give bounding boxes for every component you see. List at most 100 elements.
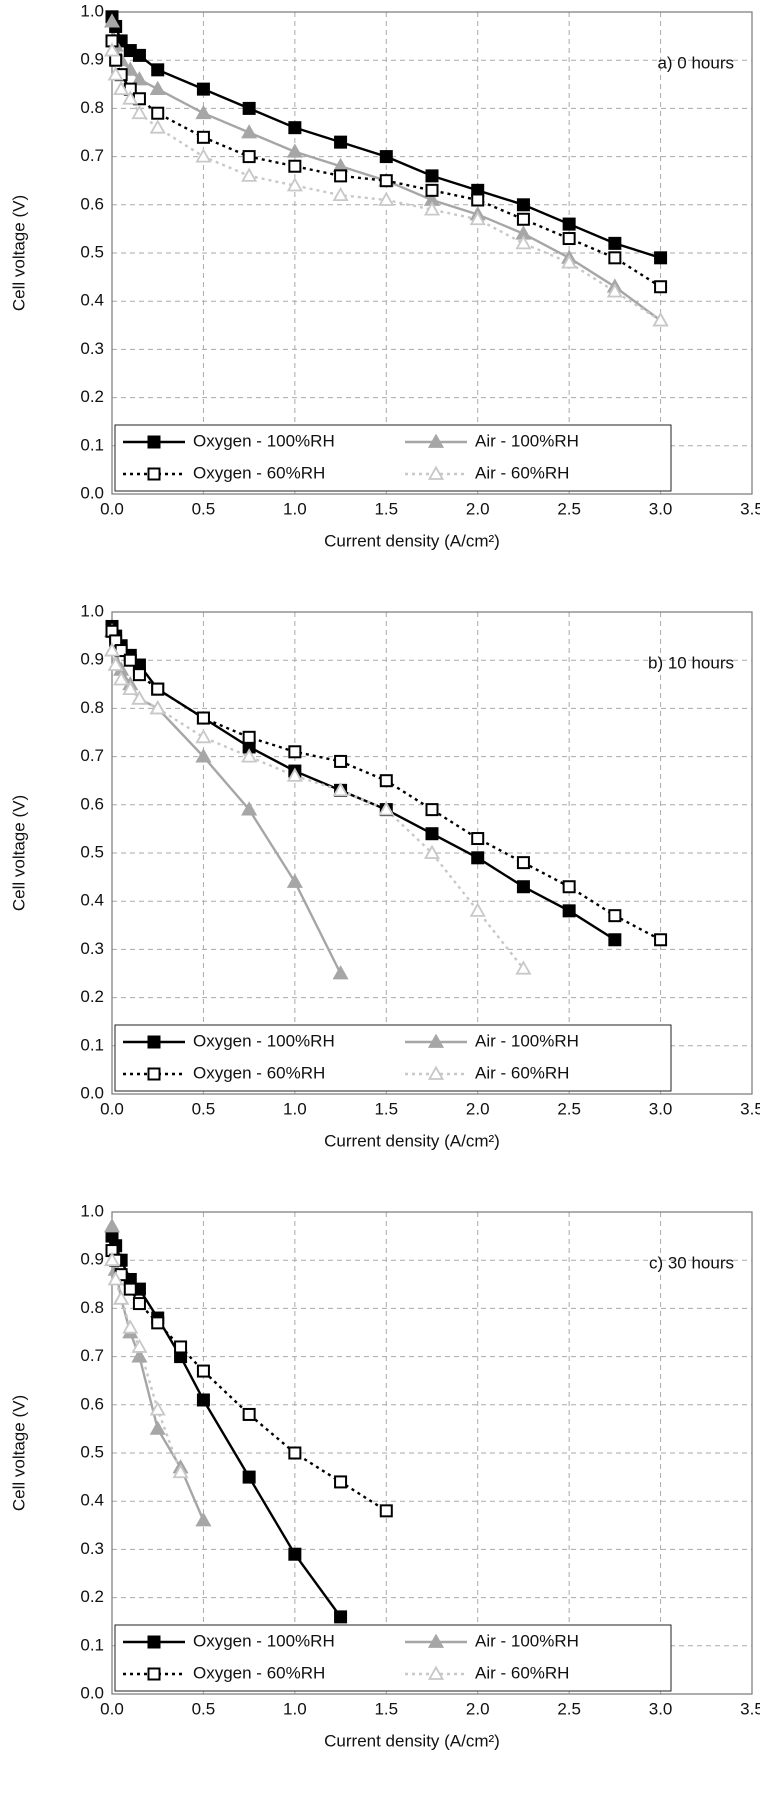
x-tick-label: 2.5: [557, 499, 581, 518]
marker: [288, 1446, 302, 1460]
marker: [103, 1218, 121, 1233]
marker: [334, 135, 348, 149]
x-tick-label: 0.5: [192, 1099, 216, 1118]
marker: [423, 844, 441, 859]
legend-label: Air - 100%RH: [475, 1031, 579, 1050]
marker: [608, 933, 622, 947]
annotation: c) 30 hours: [649, 1253, 734, 1272]
x-tick-label: 1.5: [374, 1099, 398, 1118]
marker: [147, 467, 161, 481]
marker: [286, 177, 303, 192]
marker: [562, 880, 576, 894]
y-tick-label: 0.0: [80, 483, 104, 502]
marker: [123, 1282, 137, 1296]
marker: [606, 283, 623, 298]
y-tick-label: 0.3: [80, 339, 104, 358]
y-tick-label: 0.1: [80, 435, 104, 454]
marker: [471, 193, 485, 207]
marker: [288, 121, 302, 135]
series-line: [110, 650, 525, 970]
marker: [608, 909, 622, 923]
y-tick-label: 0.8: [80, 1298, 104, 1317]
y-tick-label: 0.7: [80, 1346, 104, 1365]
x-tick-label: 2.0: [466, 499, 490, 518]
y-tick-label: 0.6: [80, 794, 104, 813]
y-tick-label: 0.8: [80, 698, 104, 717]
annotation: b) 10 hours: [648, 653, 734, 672]
marker: [286, 873, 303, 888]
marker: [151, 1316, 165, 1330]
x-tick-label: 3.0: [649, 1699, 673, 1718]
legend: Oxygen - 100%RH Air - 100%RH Oxygen - 60%R…: [114, 1624, 672, 1692]
chart-panel: 0.0 0.1 0.2 0.3 0.4 0.5 0.6 0.7 0.8 0.9 1.0 0.0 0.5 1…: [9, 1201, 760, 1750]
x-tick-label: 1.5: [374, 499, 398, 518]
marker: [103, 642, 121, 657]
y-tick-label: 0.3: [80, 939, 104, 958]
marker: [149, 700, 166, 715]
y-tick-label: 0.6: [80, 194, 104, 213]
marker: [113, 671, 130, 686]
marker: [652, 312, 669, 327]
marker: [379, 150, 393, 164]
marker: [334, 754, 348, 768]
x-tick-label: 2.0: [466, 1099, 490, 1118]
marker: [196, 82, 210, 96]
marker: [149, 1420, 166, 1435]
marker: [334, 1475, 348, 1489]
marker: [288, 745, 302, 759]
x-tick-label: 3.0: [649, 1099, 673, 1118]
marker: [241, 124, 258, 139]
legend-label: Air - 100%RH: [475, 1631, 579, 1650]
legend: Oxygen - 100%RH Air - 100%RH Oxygen - 60%R…: [114, 424, 672, 492]
marker: [332, 186, 349, 202]
legend-label: Air - 60%RH: [475, 1063, 569, 1082]
y-tick-label: 0.9: [80, 1250, 104, 1269]
marker: [427, 1065, 445, 1080]
marker: [103, 1251, 121, 1267]
marker: [562, 217, 576, 231]
marker: [242, 730, 256, 744]
marker: [242, 150, 256, 164]
y-tick-label: 0.2: [80, 1587, 104, 1606]
marker: [113, 1290, 130, 1305]
series-line: [110, 631, 342, 975]
marker: [151, 682, 165, 696]
y-tick-label: 0.1: [80, 1035, 104, 1054]
y-tick-label: 0.4: [80, 291, 104, 310]
legend-label: Oxygen - 60%RH: [193, 1063, 325, 1082]
marker: [196, 711, 210, 725]
marker: [195, 148, 212, 163]
marker: [147, 435, 161, 449]
marker: [103, 42, 121, 57]
plot-border: [111, 1211, 753, 1695]
y-tick-label: 1.0: [80, 1, 104, 20]
marker: [334, 169, 348, 183]
y-tick-label: 0.9: [80, 650, 104, 669]
marker: [149, 119, 166, 134]
marker: [471, 832, 485, 846]
marker: [195, 104, 212, 120]
marker: [122, 90, 139, 105]
y-tick-label: 0.1: [80, 1635, 104, 1654]
legend-label: Oxygen - 60%RH: [193, 463, 325, 482]
y-tick-label: 0.7: [80, 146, 104, 165]
plot-border: [111, 11, 753, 495]
y-tick-label: 1.0: [80, 601, 104, 620]
marker: [122, 680, 139, 696]
marker: [107, 66, 124, 81]
marker: [288, 1547, 302, 1561]
marker: [288, 159, 302, 173]
marker: [147, 1035, 161, 1049]
x-tick-label: 1.0: [283, 1699, 307, 1718]
marker: [242, 1407, 256, 1421]
marker: [241, 801, 258, 816]
marker: [122, 1319, 139, 1334]
y-tick-label: 0.2: [80, 987, 104, 1006]
x-tick-label: 1.0: [283, 1099, 307, 1118]
marker: [107, 1271, 124, 1286]
marker: [561, 254, 578, 269]
y-tick-label: 0.0: [80, 1683, 104, 1702]
marker: [151, 63, 165, 77]
y-tick-label: 0.8: [80, 98, 104, 117]
marker: [195, 728, 212, 744]
